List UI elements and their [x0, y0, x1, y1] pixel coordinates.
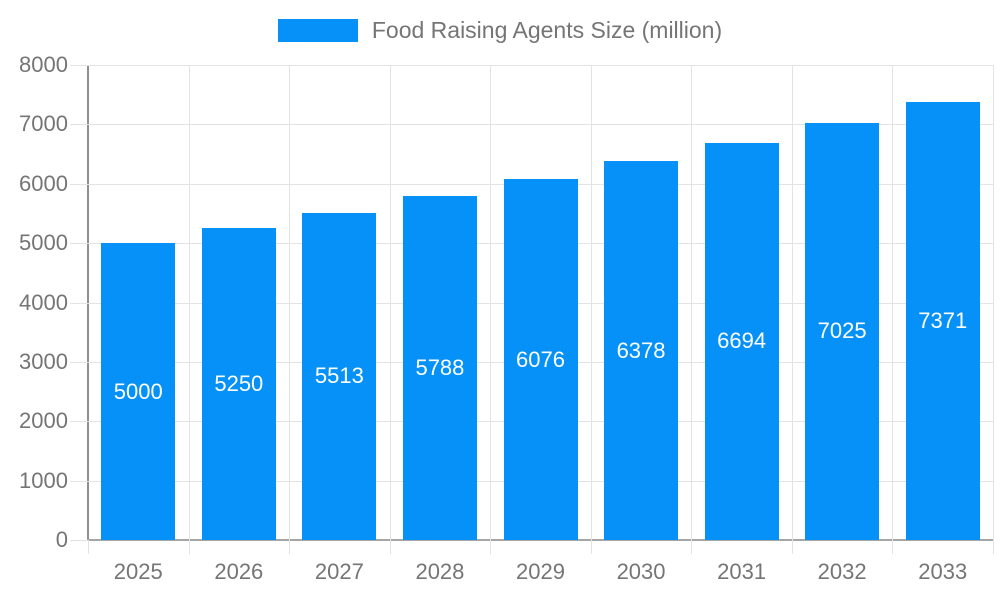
y-axis-tick-label: 3000 — [19, 348, 68, 374]
y-axis-tick — [70, 540, 88, 541]
bar[interactable]: 7025 — [805, 122, 880, 540]
y-axis-tick — [70, 421, 88, 423]
y-axis-tick-label: 0 — [55, 527, 68, 552]
bar-value-label: 5513 — [314, 363, 364, 389]
y-axis-tick — [70, 361, 88, 363]
x-axis-tick-label: 2032 — [817, 559, 867, 584]
grid-line-horizontal — [88, 124, 993, 126]
bar[interactable]: 7371 — [905, 102, 980, 540]
bar[interactable]: 5000 — [101, 243, 176, 540]
x-axis-tick — [389, 540, 391, 554]
x-axis-tick — [791, 540, 793, 554]
grid-line-vertical — [691, 65, 693, 540]
grid-line-vertical — [389, 65, 391, 540]
y-axis-tick — [70, 183, 88, 185]
x-axis-tick — [88, 540, 89, 554]
x-axis-tick-label: 2025 — [113, 559, 163, 584]
grid-line-vertical — [590, 65, 592, 540]
x-axis-tick-label: 2027 — [314, 559, 364, 584]
bar-value-label: 5250 — [214, 371, 264, 397]
grid-line-vertical — [289, 65, 291, 540]
bar-value-label: 6694 — [717, 328, 767, 354]
bar[interactable]: 6076 — [503, 179, 578, 540]
x-axis-tick-label: 2029 — [516, 559, 565, 584]
y-axis-tick-label: 5000 — [19, 230, 68, 256]
x-axis-tick-label: 2026 — [214, 559, 264, 584]
y-axis-tick — [70, 243, 88, 245]
grid-line-vertical — [791, 65, 793, 540]
x-axis-tick — [691, 540, 693, 554]
bar-value-label: 5000 — [113, 378, 163, 404]
x-axis-tick-label: 2033 — [918, 559, 968, 584]
legend-swatch[interactable] — [277, 18, 358, 42]
bar[interactable]: 5788 — [402, 196, 477, 540]
y-axis-tick — [70, 480, 88, 482]
x-axis-tick — [590, 540, 592, 554]
bar[interactable]: 5250 — [201, 228, 276, 540]
x-axis-tick — [490, 540, 492, 554]
bar-value-label: 7025 — [817, 318, 867, 344]
bar-value-label: 7371 — [918, 308, 968, 334]
grid-line-vertical — [490, 65, 492, 540]
y-axis-tick-label: 2000 — [19, 408, 68, 434]
legend[interactable]: Food Raising Agents Size (million) — [0, 17, 1000, 43]
bar[interactable]: 6378 — [604, 161, 679, 540]
x-axis-tick-label: 2030 — [616, 559, 666, 584]
x-axis-tick — [289, 540, 291, 554]
x-axis-tick — [188, 540, 190, 554]
grid-line-vertical — [188, 65, 190, 540]
y-axis-tick — [70, 124, 88, 126]
bar-value-label: 5788 — [415, 355, 465, 381]
grid-line-horizontal — [88, 65, 993, 66]
x-axis-tick — [993, 540, 994, 554]
plot-area: 5000 5250 5513 5788 6076 6378 6694 7025 7371 — [87, 65, 994, 541]
bar[interactable]: 5513 — [302, 212, 377, 540]
x-axis-tick-label: 2028 — [415, 559, 465, 584]
y-axis-tick-label: 6000 — [19, 170, 68, 196]
y-axis-tick-label: 8000 — [19, 52, 68, 77]
x-axis-line — [87, 539, 994, 541]
x-axis-tick — [892, 540, 894, 554]
y-axis-tick-label: 7000 — [19, 111, 68, 137]
y-axis-tick — [70, 65, 88, 66]
grid-line-vertical — [892, 65, 894, 540]
legend-label[interactable]: Food Raising Agents Size (million) — [371, 17, 723, 43]
bar[interactable]: 6694 — [704, 142, 779, 540]
y-axis-tick-label: 4000 — [19, 289, 68, 315]
bar-value-label: 6076 — [516, 346, 565, 372]
bar-value-label: 6378 — [616, 337, 666, 363]
y-axis-tick — [70, 302, 88, 304]
x-axis-tick-label: 2031 — [717, 559, 767, 584]
y-axis-tick-label: 1000 — [19, 467, 68, 493]
grid-line-vertical — [993, 65, 994, 540]
